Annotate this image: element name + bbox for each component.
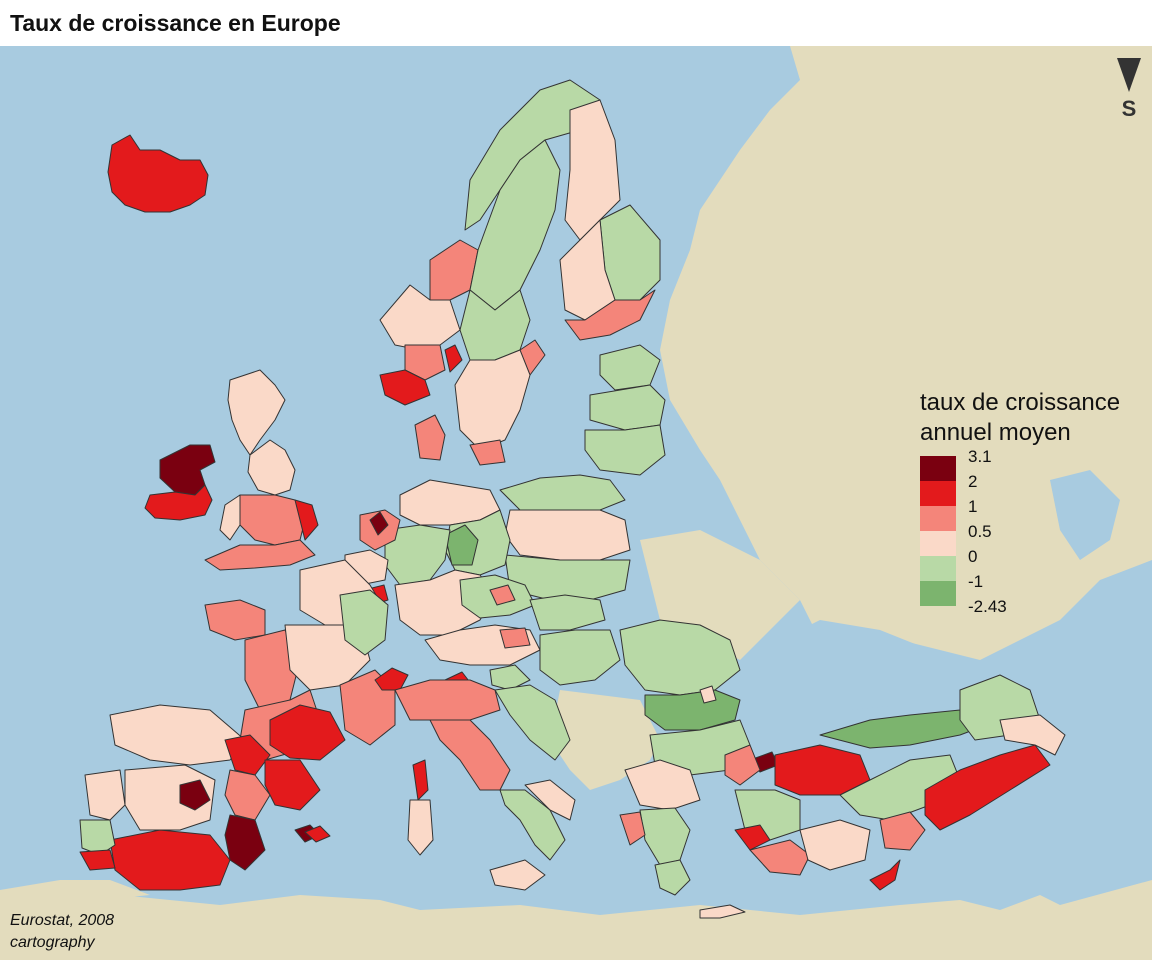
legend-swatch <box>920 581 956 606</box>
compass-label: S <box>1121 96 1137 121</box>
region-norway-north <box>464 79 601 231</box>
region-norway-south <box>379 369 431 406</box>
region-italy-puglia <box>524 779 576 821</box>
legend-break-label: 2 <box>968 472 978 491</box>
region-spain-south <box>109 829 231 891</box>
region-czech-prague <box>489 584 516 606</box>
region-canary-small <box>304 825 331 843</box>
region-iceland <box>107 134 209 213</box>
south-arrow-icon <box>1117 58 1141 92</box>
legend-break-label: 3.1 <box>968 447 992 466</box>
region-spain-valencia <box>224 814 266 871</box>
region-croatia <box>494 684 571 761</box>
sea-black-sea <box>760 620 1000 710</box>
region-poland-center <box>504 509 631 561</box>
sea-white-sea <box>690 100 760 200</box>
region-turkey-east <box>999 714 1066 756</box>
region-netherlands-north <box>369 511 389 536</box>
region-turkey-southeast <box>924 744 1051 831</box>
region-norway-oslo-city <box>444 344 463 373</box>
legend-break-label: -2.43 <box>968 597 1007 616</box>
region-turkey-south-central <box>799 819 871 871</box>
region-italy-south <box>499 789 566 861</box>
region-austria-vienna <box>499 627 531 649</box>
region-slovenia <box>489 664 531 691</box>
land-north-africa-west <box>0 880 150 905</box>
legend-break-label: 0 <box>968 547 978 566</box>
legend-swatch <box>920 456 956 481</box>
region-finland-south <box>564 289 656 341</box>
region-spain-center <box>124 764 216 831</box>
sea-caspian <box>1050 470 1120 560</box>
legend-swatch <box>920 481 956 506</box>
legend-swatch <box>920 531 956 556</box>
legend-swatch <box>920 506 956 531</box>
legend: taux de croissance annuel moyen 3.1 2 1 … <box>920 388 1120 626</box>
region-slovakia <box>529 594 606 631</box>
region-sweden-skane <box>469 439 506 466</box>
region-greece-north <box>624 759 701 811</box>
region-sweden-south <box>454 349 531 451</box>
region-hungary <box>539 629 621 686</box>
region-greece-west <box>619 811 646 846</box>
region-turkey-southwest <box>749 839 811 876</box>
region-ireland-north <box>159 444 216 496</box>
compass: S <box>1116 56 1142 122</box>
legend-swatch <box>920 556 956 581</box>
legend-scale: 3.1 2 1 0.5 0 -1 -2.43 <box>920 448 1120 626</box>
region-n-england <box>247 439 296 496</box>
region-portugal-south <box>79 849 116 871</box>
region-lithuania <box>584 424 666 476</box>
region-germany-west <box>384 524 451 586</box>
region-norway-oslo <box>404 344 446 381</box>
source-note: Eurostat, 2008 cartography <box>10 910 114 954</box>
region-germany-thuringia <box>444 524 479 566</box>
source-line1: Eurostat, 2008 <box>10 912 115 929</box>
region-alps-red-1 <box>374 667 409 691</box>
region-greece-south <box>654 859 691 896</box>
region-south-england <box>204 539 316 571</box>
legend-break-label: 1 <box>968 497 978 516</box>
region-sicily <box>489 859 546 891</box>
region-turkey-adana <box>879 811 926 851</box>
region-spain-ebro <box>264 759 321 811</box>
region-cyprus <box>869 859 901 891</box>
region-denmark <box>414 414 446 461</box>
region-france-corsica <box>412 759 429 801</box>
map-title: Taux de croissance en Europe <box>10 10 341 36</box>
region-portugal-north <box>84 769 126 821</box>
legend-break-label: 0.5 <box>968 522 992 541</box>
region-wales <box>219 494 241 541</box>
region-turkey-thrace <box>724 744 761 786</box>
legend-title-line2: annuel moyen <box>920 419 1071 446</box>
choropleth-map <box>0 46 1152 960</box>
region-italy-north <box>394 679 501 721</box>
region-crete <box>699 904 746 919</box>
region-sardinia <box>407 799 434 856</box>
source-line2: cartography <box>10 934 95 951</box>
region-spain-catalonia <box>224 734 271 776</box>
region-east-england <box>294 499 319 541</box>
region-spain-madrid <box>179 779 211 811</box>
land-russia-east <box>600 46 1152 660</box>
region-turkey-izmir <box>734 824 771 851</box>
land-balkans <box>550 690 660 790</box>
region-scotland <box>227 369 286 456</box>
region-romania-bucharest <box>699 685 717 704</box>
land-north-africa <box>0 880 1152 960</box>
region-romania-north <box>619 619 741 696</box>
region-spain-north <box>109 704 246 766</box>
region-france-occitanie <box>269 704 346 761</box>
legend-break-label: -1 <box>968 572 984 591</box>
region-finland-west <box>559 219 616 321</box>
legend-title-line1: taux de croissance <box>920 389 1121 416</box>
region-france-east <box>339 589 389 656</box>
region-ireland-south <box>144 484 213 521</box>
